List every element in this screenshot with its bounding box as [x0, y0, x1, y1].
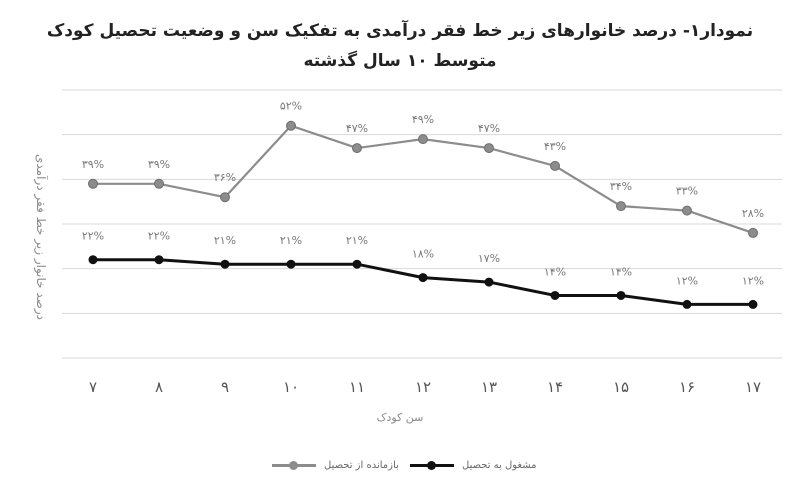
y-axis-label: درصد خانوار زیر خط فقر درآمدی [34, 153, 48, 321]
data-point [286, 259, 296, 269]
data-point [550, 160, 560, 171]
data-label: ۱۸% [412, 248, 434, 261]
data-point [748, 227, 758, 238]
data-label: ۳۹% [82, 158, 104, 171]
data-point [220, 192, 230, 203]
x-tick-label: ۱۳ [481, 378, 497, 396]
data-label: ۱۲% [742, 274, 764, 287]
data-point [352, 143, 362, 154]
data-point [748, 299, 758, 309]
data-point [220, 259, 230, 269]
data-label: ۱۷% [478, 252, 500, 265]
data-label: ۴۷% [346, 122, 368, 135]
data-point [418, 273, 428, 283]
data-label: ۲۸% [742, 207, 764, 220]
x-tick-label: ۱۰ [283, 378, 299, 396]
x-tick-label: ۱۶ [679, 378, 695, 396]
legend-label: مشغول به تحصیل [462, 460, 537, 471]
data-point [484, 277, 494, 287]
x-tick-label: ۱۷ [745, 378, 761, 396]
data-point [484, 143, 494, 154]
data-label: ۲۱% [346, 234, 368, 247]
data-point [88, 255, 98, 265]
data-label: ۳۶% [214, 171, 236, 184]
x-tick-label: ۱۵ [613, 378, 629, 396]
data-label: ۱۴% [544, 265, 566, 278]
legend-item-in-school: مشغول به تحصیل [410, 460, 537, 471]
data-label: ۵۲% [280, 100, 302, 113]
data-point [286, 120, 296, 131]
data-label: ۱۴% [610, 265, 632, 278]
data-label: ۴۳% [544, 140, 566, 153]
data-label: ۲۱% [280, 234, 302, 247]
chart-title-line: نمودار۱- درصد خانوارهای زیر خط فقر درآمد… [46, 21, 754, 41]
x-tick-label: ۱۲ [415, 378, 431, 396]
x-axis-label: سن کودک [376, 411, 424, 424]
legend-label: بازمانده از تحصیل [324, 460, 399, 471]
data-label: ۲۲% [148, 230, 170, 243]
data-point [682, 299, 692, 309]
data-label: ۳۴% [610, 180, 632, 193]
data-point [154, 255, 164, 265]
x-tick-label: ۱۴ [547, 378, 563, 396]
chart-title: نمودار۱- درصد خانوارهای زیر خط فقر درآمد… [40, 16, 760, 76]
legend-item-out-of-school: بازمانده از تحصیل [272, 460, 399, 471]
data-label: ۴۹% [412, 113, 434, 126]
data-point [550, 290, 560, 300]
x-tick-label: ۱۱ [349, 378, 365, 396]
data-point [616, 201, 626, 212]
x-tick-label: ۹ [221, 378, 229, 396]
data-point [352, 259, 362, 269]
data-point [418, 134, 428, 145]
chart-subtitle-line: متوسط ۱۰ سال گذشته [303, 51, 497, 71]
data-label: ۱۲% [676, 274, 698, 287]
x-tick-label: ۷ [89, 378, 97, 396]
data-label: ۲۱% [214, 234, 236, 247]
data-label: ۴۷% [478, 122, 500, 135]
data-point [616, 290, 626, 300]
legend-swatch [272, 460, 316, 471]
data-label: ۳۹% [148, 158, 170, 171]
data-point [88, 178, 98, 189]
data-label: ۳۳% [676, 185, 698, 198]
data-point [682, 205, 692, 216]
legend-swatch [410, 460, 454, 471]
x-tick-label: ۸ [155, 378, 163, 396]
data-point [154, 178, 164, 189]
data-label: ۲۲% [82, 230, 104, 243]
